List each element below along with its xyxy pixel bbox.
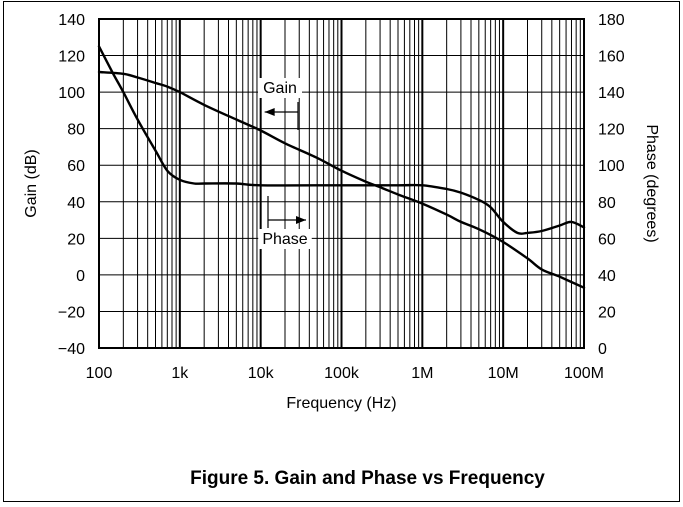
- y-tick-label: −20: [58, 304, 85, 321]
- y-tick-label: 80: [67, 122, 85, 139]
- annotation-gain: Gain: [263, 80, 297, 97]
- y-tick-label: −40: [58, 341, 85, 358]
- y2-tick-label: 160: [598, 49, 625, 66]
- annotations: Gain Phase: [258, 78, 312, 249]
- y-tick-label: 100: [58, 85, 85, 102]
- y2-tick-label: 40: [598, 268, 616, 285]
- annotation-leader: [264, 102, 299, 130]
- y2-tick-label: 80: [598, 195, 616, 212]
- y2-axis-title: Phase (degrees): [643, 124, 660, 242]
- x-tick-label: 100k: [324, 365, 360, 382]
- y2-tick-label: 0: [598, 341, 607, 358]
- x-tick-label: 100: [86, 365, 113, 382]
- annotation-arrowhead: [264, 108, 275, 116]
- y2-tick-label: 140: [598, 85, 625, 102]
- annotation-arrowhead: [296, 216, 306, 224]
- tick-labels: 100 1k 10k 100k 1M 10M 100M 140 120 100 80 60 40 20 0 −…: [58, 12, 625, 382]
- x-axis-title: Frequency (Hz): [286, 395, 396, 412]
- figure-border: [3, 1, 680, 502]
- y2-tick-label: 60: [598, 231, 616, 248]
- annotation-leader: [267, 196, 306, 228]
- y-tick-label: 60: [67, 158, 85, 175]
- annotation-bg: [258, 229, 312, 249]
- plot-area-frame: [98, 18, 585, 349]
- x-tick-label: 10M: [488, 365, 519, 382]
- y-tick-label: 20: [67, 231, 85, 248]
- x-tick-label: 100M: [564, 365, 604, 382]
- x-tick-label: 1M: [411, 365, 433, 382]
- x-tick-label: 10k: [248, 365, 275, 382]
- series-line-gain: [97, 70, 586, 289]
- grid: [98, 18, 584, 349]
- y-tick-label: 120: [58, 49, 85, 66]
- annotation-bg: [258, 78, 302, 98]
- y2-tick-label: 100: [598, 158, 625, 175]
- x-tick-label: 1k: [171, 365, 189, 382]
- y-axis-title: Gain (dB): [23, 149, 40, 217]
- y2-tick-label: 180: [598, 12, 625, 29]
- y2-tick-label: 120: [598, 122, 625, 139]
- y2-tick-label: 20: [598, 304, 616, 321]
- y-tick-label: 40: [67, 195, 85, 212]
- annotation-phase: Phase: [262, 231, 307, 248]
- series-line-phase: [97, 45, 586, 235]
- y-tick-label: 140: [58, 12, 85, 29]
- figure-caption: Figure 5. Gain and Phase vs Frequency: [190, 468, 545, 489]
- y-tick-label: 0: [76, 268, 85, 285]
- series: [97, 45, 586, 289]
